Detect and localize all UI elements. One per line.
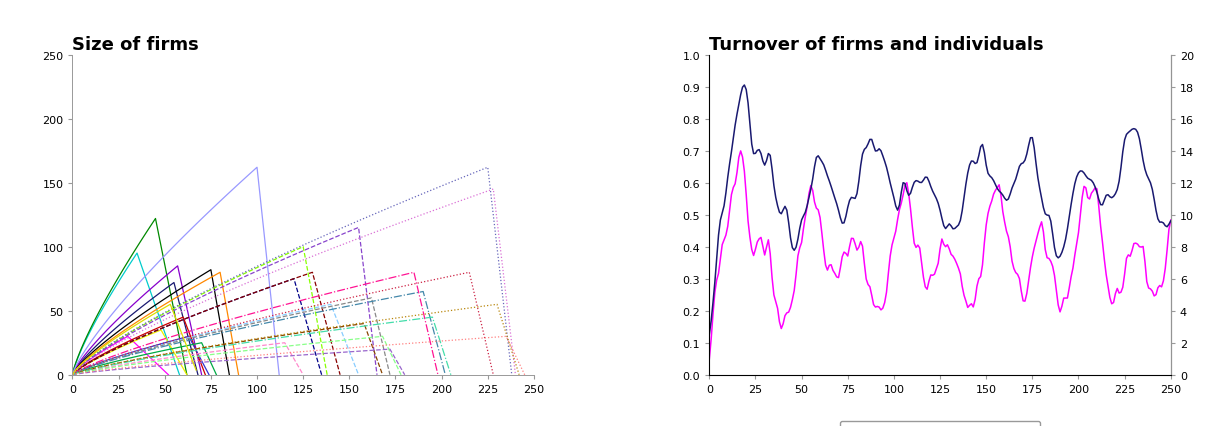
Text: Size of firms: Size of firms: [72, 36, 199, 54]
Text: Turnover of firms and individuals: Turnover of firms and individuals: [710, 36, 1044, 54]
Legend: JobChanges, incumb: JobChanges, incumb: [840, 421, 1040, 426]
